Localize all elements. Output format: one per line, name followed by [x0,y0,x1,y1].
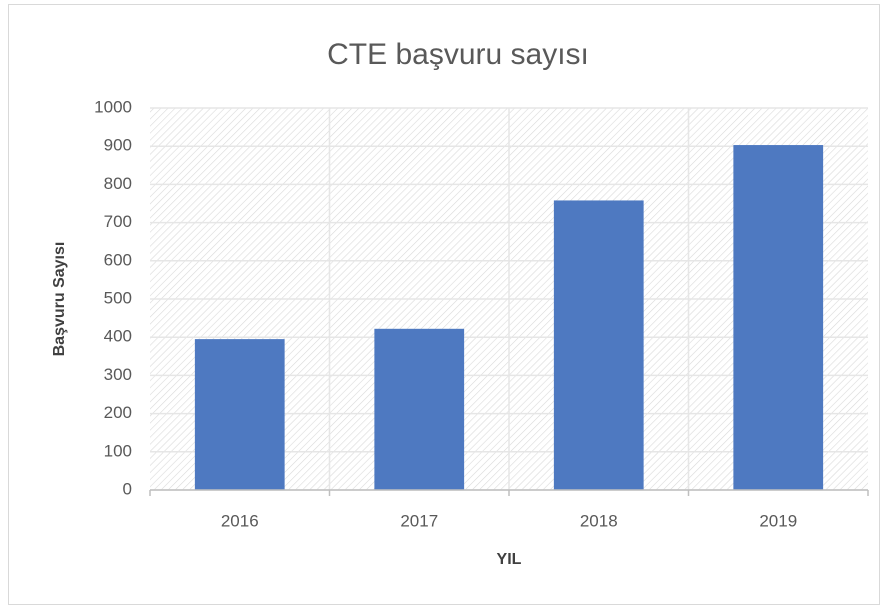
bar [733,145,824,490]
x-tick-label: 2017 [400,511,438,530]
x-tick-label: 2019 [759,511,797,530]
y-tick-label: 200 [104,403,132,422]
bar [553,200,644,490]
y-tick-label: 400 [104,327,132,346]
y-tick-label: 800 [104,174,132,193]
bar [194,339,285,490]
chart-title: CTE başvuru sayısı [327,38,589,71]
x-tick-label: 2018 [580,511,618,530]
y-tick-label: 500 [104,288,132,307]
y-tick-label: 1000 [94,97,132,116]
x-axis-label: YIL [497,551,522,568]
y-tick-label: 0 [123,479,132,498]
y-tick-label: 300 [104,365,132,384]
y-tick-label: 600 [104,250,132,269]
y-axis-label: Başvuru Sayısı [51,242,68,357]
y-tick-label: 700 [104,212,132,231]
y-tick-label: 900 [104,136,132,155]
bar [374,328,465,490]
x-tick-label: 2016 [221,511,259,530]
y-tick-label: 100 [104,441,132,460]
